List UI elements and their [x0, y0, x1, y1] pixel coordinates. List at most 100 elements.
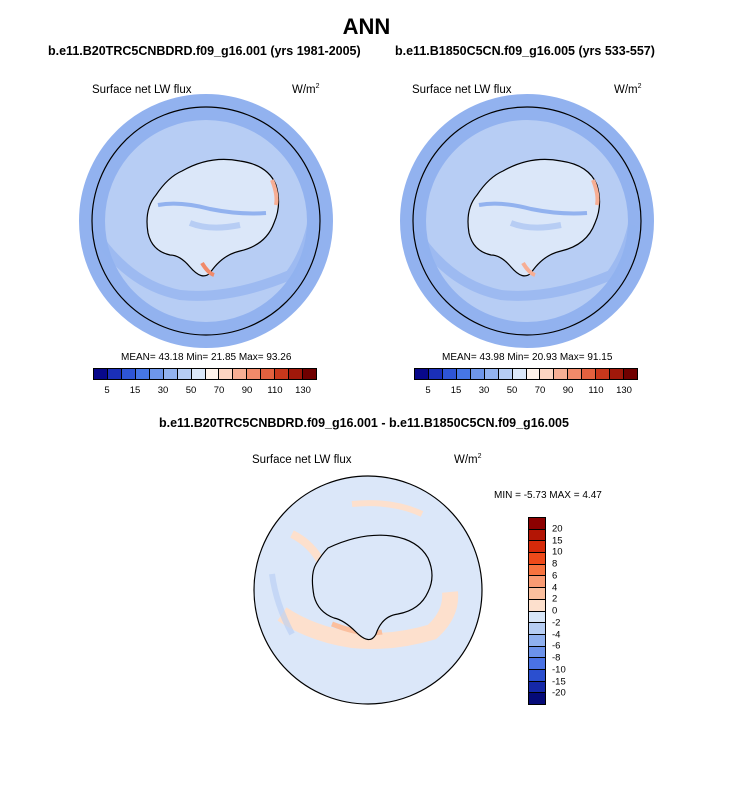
colorbar-swatch	[529, 588, 545, 600]
colorbar-swatch	[529, 529, 545, 542]
panel2-colorbar-ticks: 5 15 30 50 70 90 110 130	[414, 385, 638, 397]
colorbar-tick-label: 2	[552, 593, 558, 605]
colorbar-tick-label: 30	[157, 385, 169, 396]
panel3-units: W/m2	[454, 453, 482, 466]
panel3-variable-label: Surface net LW flux	[252, 454, 352, 466]
colorbar-swatch	[415, 369, 429, 379]
colorbar-swatch	[529, 518, 545, 530]
colorbar-swatch	[177, 369, 192, 379]
colorbar-swatch	[456, 369, 471, 379]
panel1-colorbar-ticks: 5 15 30 50 70 90 110 130	[93, 385, 317, 397]
colorbar-tick-label: -15	[552, 676, 566, 687]
colorbar-swatch	[163, 369, 178, 379]
panel2-colorbar	[414, 368, 638, 380]
colorbar-swatch	[554, 369, 569, 379]
colorbar-swatch	[428, 369, 443, 379]
panel1-case-title: b.e11.B20TRC5CNBDRD.f09_g16.001 (yrs 198…	[48, 44, 361, 58]
colorbar-swatch	[442, 369, 457, 379]
colorbar-swatch	[596, 369, 611, 379]
panel1-colorbar	[93, 368, 317, 380]
panel2-variable-label: Surface net LW flux	[412, 84, 512, 96]
panel1-map	[79, 94, 333, 348]
colorbar-swatch	[205, 369, 220, 379]
colorbar-tick-label: 90	[562, 385, 574, 396]
panel1-stats: MEAN= 43.18 Min= 21.85 Max= 93.26	[121, 352, 292, 363]
colorbar-swatch	[303, 369, 316, 379]
colorbar-swatch	[540, 369, 555, 379]
colorbar-swatch	[512, 369, 527, 379]
colorbar-swatch	[107, 369, 122, 379]
colorbar-tick-label: -2	[552, 617, 561, 629]
colorbar-tick-label: 50	[506, 385, 518, 396]
panel2-stats: MEAN= 43.98 Min= 20.93 Max= 91.15	[442, 352, 613, 363]
colorbar-swatch	[135, 369, 150, 379]
panel3-case-title: b.e11.B20TRC5CNBDRD.f09_g16.001 - b.e11.…	[159, 416, 569, 430]
colorbar-swatch	[529, 564, 545, 577]
colorbar-swatch	[529, 681, 545, 694]
colorbar-tick-label: 70	[213, 385, 225, 396]
colorbar-swatch	[624, 369, 637, 379]
colorbar-swatch	[582, 369, 597, 379]
colorbar-tick-label: 15	[129, 385, 141, 396]
colorbar-swatch	[275, 369, 290, 379]
panel1-units: W/m2	[292, 83, 320, 96]
colorbar-swatch	[529, 693, 545, 704]
colorbar-swatch	[470, 369, 485, 379]
colorbar-swatch	[529, 669, 545, 682]
panel3-map	[253, 475, 483, 705]
colorbar-tick-label: 50	[185, 385, 197, 396]
panel2-units: W/m2	[614, 83, 642, 96]
colorbar-tick-label: 110	[267, 385, 283, 396]
colorbar-tick-label: 110	[588, 385, 604, 396]
colorbar-tick-label: 30	[478, 385, 490, 396]
colorbar-tick-label: -6	[552, 640, 561, 652]
colorbar-tick-label: 130	[616, 385, 632, 396]
panel3-colorbar-ticks: 20 15 10 8 6 4 2 0 -2 -4 -6 -8 -10 -15 -20	[552, 517, 582, 705]
colorbar-tick-label: 6	[552, 570, 558, 582]
colorbar-tick-label: -20	[552, 687, 566, 699]
colorbar-swatch	[261, 369, 276, 379]
colorbar-swatch	[529, 646, 545, 659]
colorbar-swatch	[529, 623, 545, 635]
colorbar-tick-label: 5	[425, 385, 431, 396]
colorbar-swatch	[121, 369, 136, 379]
colorbar-swatch	[610, 369, 625, 379]
colorbar-tick-label: 8	[552, 558, 558, 570]
colorbar-swatch	[529, 553, 545, 565]
colorbar-tick-label: 130	[295, 385, 311, 396]
panel3-colorbar	[528, 517, 546, 705]
colorbar-swatch	[289, 369, 304, 379]
colorbar-swatch	[247, 369, 262, 379]
colorbar-swatch	[529, 599, 545, 612]
colorbar-tick-label: -10	[552, 664, 566, 676]
colorbar-swatch	[94, 369, 108, 379]
colorbar-swatch	[529, 658, 545, 670]
colorbar-swatch	[498, 369, 513, 379]
colorbar-tick-label: 5	[104, 385, 110, 396]
colorbar-tick-label: 4	[552, 582, 558, 593]
colorbar-swatch	[526, 369, 541, 379]
colorbar-swatch	[529, 576, 545, 589]
colorbar-swatch	[529, 634, 545, 647]
colorbar-swatch	[529, 541, 545, 554]
colorbar-tick-label: 10	[552, 546, 563, 558]
colorbar-swatch	[219, 369, 234, 379]
colorbar-swatch	[529, 611, 545, 624]
colorbar-swatch	[484, 369, 499, 379]
colorbar-swatch	[568, 369, 583, 379]
colorbar-tick-label: 15	[450, 385, 462, 396]
main-title: ANN	[342, 14, 391, 39]
colorbar-swatch	[233, 369, 248, 379]
colorbar-tick-label: -4	[552, 629, 561, 640]
colorbar-tick-label: 15	[552, 535, 563, 546]
colorbar-tick-label: 20	[552, 523, 563, 535]
panel3-stats: MIN = -5.73 MAX = 4.47	[494, 490, 602, 501]
colorbar-tick-label: 0	[552, 605, 558, 617]
colorbar-swatch	[191, 369, 206, 379]
colorbar-swatch	[149, 369, 164, 379]
panel2-case-title: b.e11.B1850C5CN.f09_g16.005 (yrs 533-557…	[395, 44, 655, 58]
panel1-variable-label: Surface net LW flux	[92, 84, 192, 96]
colorbar-tick-label: -8	[552, 652, 561, 664]
panel2-map	[400, 94, 654, 348]
colorbar-tick-label: 90	[241, 385, 253, 396]
